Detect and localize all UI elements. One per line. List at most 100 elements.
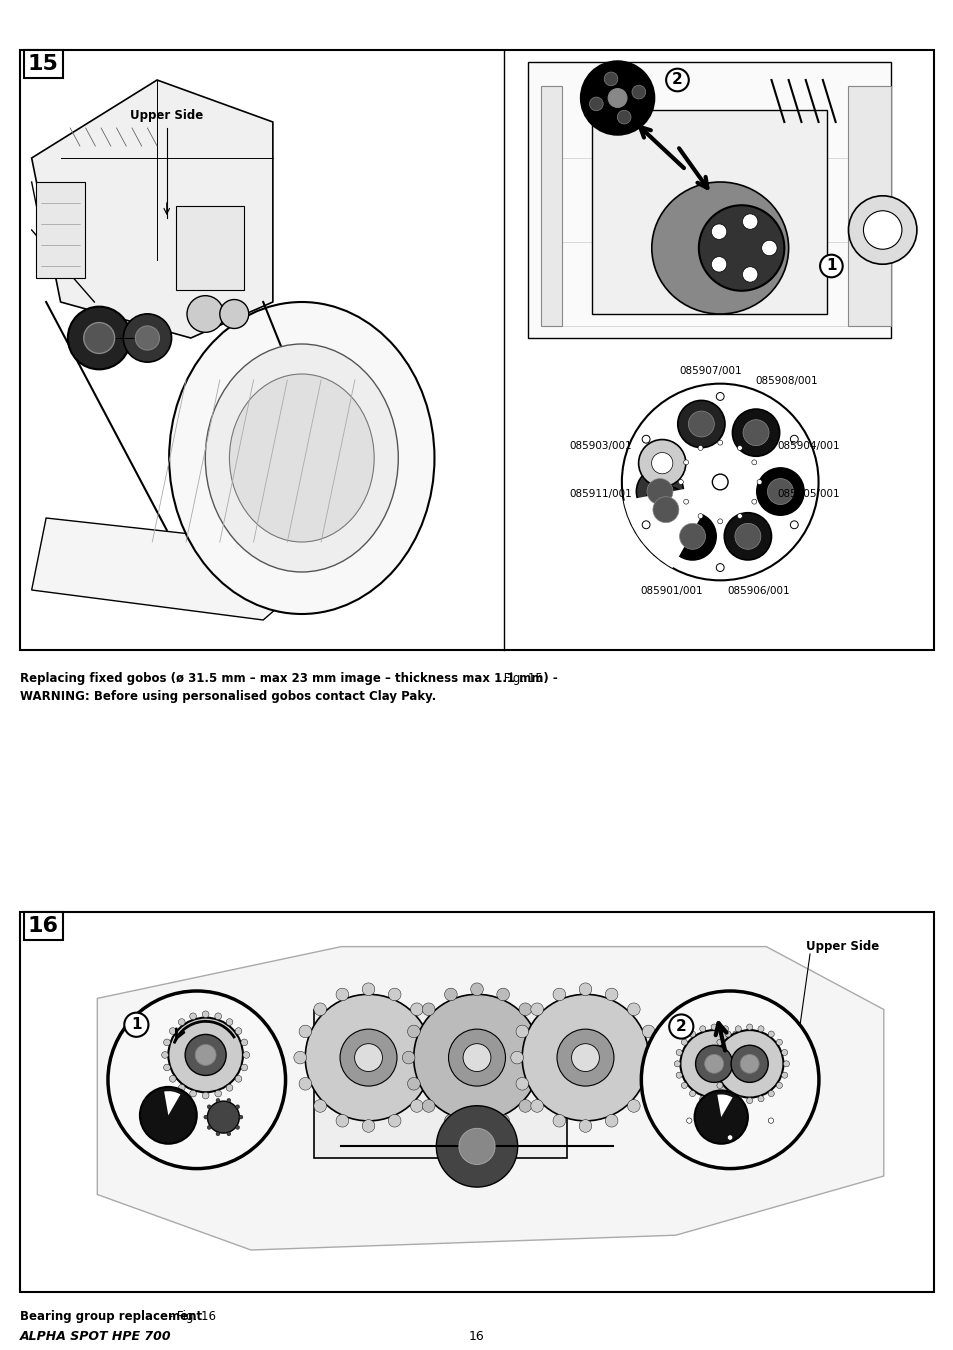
Circle shape bbox=[712, 474, 727, 490]
Circle shape bbox=[776, 1040, 781, 1045]
Text: 085904/001: 085904/001 bbox=[777, 440, 840, 451]
Circle shape bbox=[709, 1061, 715, 1067]
Circle shape bbox=[422, 1003, 435, 1015]
Text: Upper Side: Upper Side bbox=[130, 109, 203, 122]
Circle shape bbox=[235, 1104, 239, 1108]
Circle shape bbox=[647, 1052, 659, 1064]
Circle shape bbox=[214, 1012, 221, 1019]
Text: 085908/001: 085908/001 bbox=[754, 377, 817, 386]
Circle shape bbox=[444, 1114, 456, 1127]
Circle shape bbox=[68, 306, 131, 370]
Bar bbox=[314, 1010, 567, 1157]
Circle shape bbox=[740, 1054, 759, 1073]
Circle shape bbox=[732, 409, 779, 456]
Circle shape bbox=[781, 1072, 787, 1079]
Polygon shape bbox=[97, 946, 882, 1250]
Circle shape bbox=[711, 1049, 717, 1056]
Circle shape bbox=[710, 1025, 717, 1030]
Circle shape bbox=[847, 196, 916, 265]
Circle shape bbox=[578, 1119, 591, 1133]
Circle shape bbox=[458, 1129, 495, 1165]
Ellipse shape bbox=[230, 374, 374, 541]
Circle shape bbox=[335, 988, 349, 1000]
Circle shape bbox=[862, 211, 901, 250]
Circle shape bbox=[789, 435, 798, 443]
Text: 085906/001: 085906/001 bbox=[727, 586, 789, 595]
Circle shape bbox=[578, 983, 591, 995]
Circle shape bbox=[190, 1012, 196, 1019]
Circle shape bbox=[698, 446, 702, 451]
Circle shape bbox=[204, 1115, 208, 1119]
Circle shape bbox=[651, 452, 672, 474]
Circle shape bbox=[170, 1076, 176, 1083]
Circle shape bbox=[737, 446, 741, 451]
Circle shape bbox=[641, 1077, 655, 1089]
Circle shape bbox=[335, 1114, 349, 1127]
Text: - Fig. 16: - Fig. 16 bbox=[165, 1310, 215, 1323]
Circle shape bbox=[402, 1052, 415, 1064]
Circle shape bbox=[636, 468, 683, 516]
Circle shape bbox=[737, 513, 741, 518]
Circle shape bbox=[734, 524, 760, 549]
Circle shape bbox=[727, 1135, 732, 1141]
Circle shape bbox=[603, 72, 618, 85]
Circle shape bbox=[745, 1072, 751, 1079]
Circle shape bbox=[516, 1077, 528, 1089]
Text: Replacing fixed gobos (ø 31.5 mm – max 23 mm image – thickness max 1.1 mm) -: Replacing fixed gobos (ø 31.5 mm – max 2… bbox=[20, 672, 558, 684]
Circle shape bbox=[644, 491, 696, 544]
Circle shape bbox=[740, 1040, 746, 1045]
Circle shape bbox=[732, 1031, 738, 1037]
Circle shape bbox=[789, 521, 798, 529]
Circle shape bbox=[732, 1091, 738, 1096]
Circle shape bbox=[227, 1131, 231, 1135]
Text: 085901/001: 085901/001 bbox=[639, 586, 702, 595]
Circle shape bbox=[195, 1045, 216, 1065]
Circle shape bbox=[553, 1114, 565, 1127]
Circle shape bbox=[751, 460, 756, 464]
Circle shape bbox=[243, 1052, 250, 1058]
Circle shape bbox=[617, 111, 630, 124]
Circle shape bbox=[170, 1027, 176, 1034]
Text: 1: 1 bbox=[825, 258, 836, 274]
Circle shape bbox=[711, 256, 726, 273]
Circle shape bbox=[164, 1064, 171, 1071]
Circle shape bbox=[767, 1118, 773, 1123]
Circle shape bbox=[711, 224, 726, 239]
Bar bbox=[847, 86, 890, 325]
Circle shape bbox=[677, 401, 724, 448]
Circle shape bbox=[314, 1100, 326, 1112]
Circle shape bbox=[721, 1026, 728, 1031]
Circle shape bbox=[776, 1083, 781, 1088]
Text: ALPHA SPOT HPE 700: ALPHA SPOT HPE 700 bbox=[20, 1330, 172, 1342]
Circle shape bbox=[580, 62, 653, 135]
Circle shape bbox=[235, 1076, 242, 1083]
Circle shape bbox=[462, 1044, 491, 1072]
Circle shape bbox=[638, 440, 685, 487]
Circle shape bbox=[730, 1045, 767, 1083]
Circle shape bbox=[756, 468, 803, 516]
Text: 1: 1 bbox=[131, 1018, 141, 1033]
Circle shape bbox=[215, 1099, 219, 1103]
Circle shape bbox=[178, 1019, 185, 1026]
Circle shape bbox=[689, 1031, 695, 1037]
Circle shape bbox=[608, 89, 626, 108]
Circle shape bbox=[161, 1052, 168, 1058]
Circle shape bbox=[699, 205, 783, 290]
Circle shape bbox=[631, 85, 645, 99]
Circle shape bbox=[362, 983, 375, 995]
Text: 085905/001: 085905/001 bbox=[777, 489, 840, 500]
Circle shape bbox=[214, 1091, 221, 1098]
Bar bbox=[20, 913, 933, 1292]
Circle shape bbox=[84, 323, 114, 354]
Circle shape bbox=[627, 1100, 639, 1112]
Circle shape bbox=[510, 1052, 523, 1064]
Circle shape bbox=[298, 1077, 312, 1089]
Circle shape bbox=[652, 497, 679, 522]
Circle shape bbox=[760, 240, 777, 255]
Circle shape bbox=[674, 1061, 679, 1067]
Wedge shape bbox=[623, 482, 720, 568]
Circle shape bbox=[751, 500, 756, 504]
Circle shape bbox=[108, 991, 285, 1169]
Circle shape bbox=[530, 1100, 543, 1112]
Circle shape bbox=[758, 1096, 763, 1102]
